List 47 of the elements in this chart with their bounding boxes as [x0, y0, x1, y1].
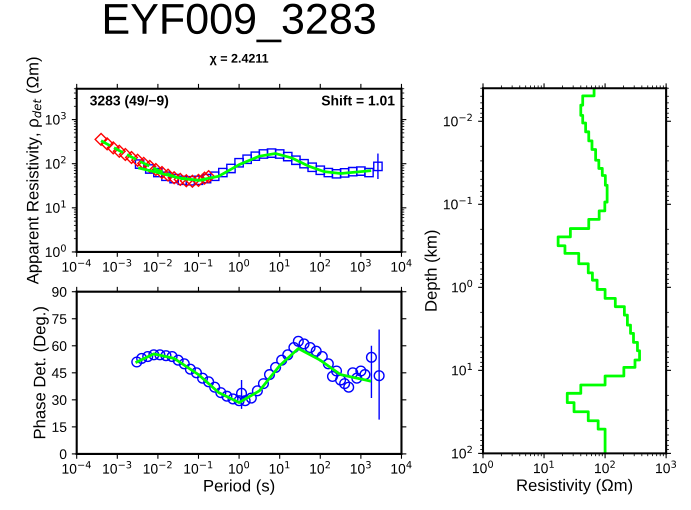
x-tick-label: 10$^{1}$ [270, 461, 290, 474]
y-axis-title: Depth (km) [424, 230, 440, 311]
y-tick-label: 60 [52, 341, 66, 351]
y-axis-title: Apparent Resistivity, ρ$_{det}$ (Ωm) [26, 58, 42, 284]
x-tick-label: 10$^{3}$ [350, 461, 371, 474]
x-axis-title: Period (s) [204, 479, 274, 495]
y-tick-label: 75 [52, 314, 66, 324]
x-tick-label: 10$^{0}$ [229, 259, 250, 272]
y-tick-label: 0 [60, 449, 66, 460]
y-tick-label: 10$^{2}$ [452, 446, 472, 458]
x-tick-label: 10$^{−2}$ [144, 461, 172, 474]
y-tick-label: 10$^{2}$ [46, 156, 66, 169]
x-tick-label: 10$^{−4}$ [62, 259, 91, 272]
y-tick-label: 15 [52, 422, 66, 432]
y-tick-label: 10$^{3}$ [46, 112, 66, 125]
y-tick-label: 10$^{0}$ [452, 280, 472, 292]
x-tick-label: 10$^{3}$ [350, 259, 371, 272]
y-tick-label: 10$^{−2}$ [444, 114, 472, 126]
x-tick-label: 10$^{2}$ [310, 461, 330, 474]
y-tick-label: 10$^{1}$ [46, 200, 66, 213]
x-tick-label: 10$^{−4}$ [62, 461, 91, 474]
x-tick-label: 10$^{3}$ [656, 460, 676, 474]
x-axis-title: Resistivity (Ωm) [517, 478, 632, 494]
y-tick-label: 10$^{1}$ [452, 362, 472, 376]
y-tick-label: 45 [52, 368, 66, 378]
x-tick-label: 10$^{2}$ [595, 460, 615, 474]
x-tick-label: 10$^{−1}$ [184, 259, 212, 272]
y-tick-label: 10$^{0}$ [46, 244, 66, 258]
x-tick-label: 10$^{2}$ [310, 259, 330, 272]
x-tick-label: 10$^{4}$ [391, 259, 412, 272]
chart-subtitle: χ = 2.4211 [210, 54, 268, 66]
x-tick-label: 10$^{1}$ [270, 259, 290, 272]
x-tick-label: 10$^{−1}$ [184, 461, 212, 474]
annotation: Shift = 1.01 [322, 95, 395, 106]
y-tick-label: 10$^{−1}$ [444, 196, 472, 210]
x-tick-label: 10$^{1}$ [534, 460, 554, 474]
x-tick-label: 10$^{4}$ [391, 461, 412, 474]
x-tick-label: 10$^{−3}$ [103, 461, 132, 474]
annotation: 3283 (49/−9) [90, 95, 168, 108]
x-tick-label: 10$^{0}$ [472, 460, 494, 474]
x-tick-label: 10$^{−3}$ [103, 259, 132, 272]
y-tick-label: 90 [52, 287, 66, 297]
y-axis-title: Phase Det. (Deg.) [33, 307, 49, 438]
x-tick-label: 10$^{0}$ [229, 461, 250, 474]
x-tick-label: 10$^{−2}$ [144, 259, 172, 272]
y-tick-label: 30 [52, 395, 66, 406]
chart-title: EYF009_3283 [104, 4, 375, 42]
